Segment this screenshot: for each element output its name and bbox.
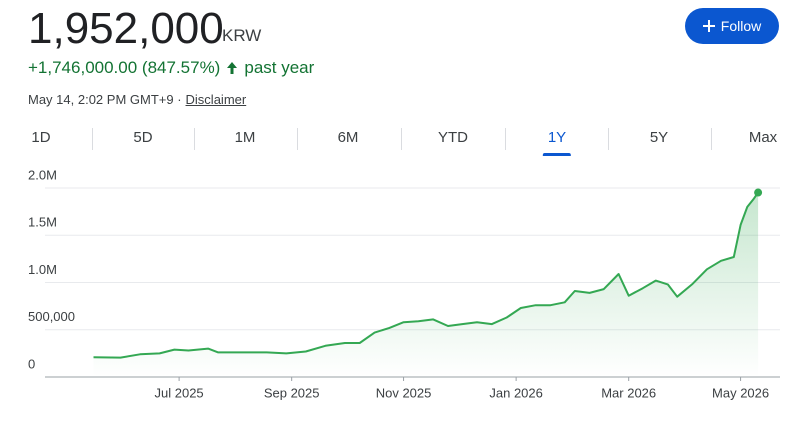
range-tab[interactable]: 5Y <box>649 129 669 146</box>
follow-label: Follow <box>720 18 762 34</box>
x-tick-label: Nov 2025 <box>376 385 432 400</box>
up-arrow <box>227 62 238 74</box>
tab-separator <box>194 128 195 150</box>
range-tab[interactable]: 1D <box>31 129 51 146</box>
tab-separator <box>92 128 93 150</box>
last-point <box>754 188 763 197</box>
plus-icon <box>702 20 715 32</box>
tab-separator <box>505 128 506 150</box>
follow-button[interactable]: Follow <box>685 8 779 44</box>
timestamp: May 14, 2:02 PM GMT+9 · <box>28 92 182 107</box>
range-tab[interactable]: 1Y <box>548 124 566 156</box>
change-period: past year <box>244 58 315 77</box>
range-tab[interactable]: YTD <box>438 129 468 146</box>
disclaimer-link[interactable]: Disclaimer <box>185 92 247 107</box>
tab-separator <box>400 128 402 150</box>
range-tab[interactable]: Max <box>748 129 778 146</box>
tab-separator <box>711 128 712 150</box>
x-tick-label: Jul 2025 <box>155 385 204 400</box>
y-tick-label: 500,000 <box>28 309 75 324</box>
x-tick-label: May 2026 <box>712 385 769 400</box>
range-tab[interactable]: 5D <box>133 129 153 146</box>
price-change: +1,746,000.00 (847.57%) past year <box>28 58 314 78</box>
x-tick-label: Jan 2026 <box>489 385 543 400</box>
y-tick-label: 0 <box>28 356 35 371</box>
y-tick-label: 1.5M <box>28 215 57 230</box>
x-tick-label: Sep 2025 <box>264 385 320 400</box>
tab-separator <box>296 128 298 150</box>
range-tab[interactable]: 1M <box>234 129 256 146</box>
range-tabs: 1D 5D 1M 6M YTD 1Y 5Y Max <box>0 124 800 158</box>
area <box>93 192 759 377</box>
currency: KRW <box>222 26 262 45</box>
range-tab[interactable]: 6M <box>337 129 359 146</box>
y-tick-label: 1.0M <box>28 262 57 277</box>
y-tick-label: 2.0M <box>28 167 57 182</box>
tab-separator <box>608 128 609 150</box>
x-tick-label: Mar 2026 <box>601 385 656 400</box>
meta: May 14, 2:02 PM GMT+9 · Disclaimer <box>28 92 246 107</box>
price-line <box>93 191 759 359</box>
price: 1,952,000 <box>28 4 224 53</box>
change-value: +1,746,000.00 (847.57%) <box>28 58 221 77</box>
